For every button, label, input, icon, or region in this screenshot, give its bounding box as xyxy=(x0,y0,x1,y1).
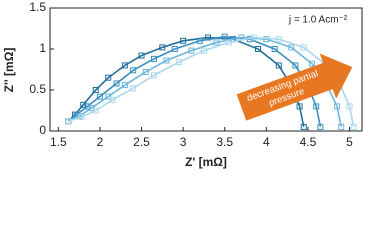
arrow-shape xyxy=(236,53,353,121)
marker xyxy=(121,82,128,89)
marker xyxy=(175,59,182,66)
marker xyxy=(121,62,128,69)
marker xyxy=(200,47,207,54)
marker xyxy=(317,123,324,130)
marker xyxy=(65,118,72,125)
marker xyxy=(221,33,228,40)
marker xyxy=(275,62,282,69)
marker xyxy=(130,85,137,92)
marker xyxy=(159,44,166,51)
annotation: j = 1.0 Acm⁻² xyxy=(288,15,348,26)
marker xyxy=(313,103,320,110)
marker xyxy=(138,52,145,59)
marker xyxy=(225,39,232,46)
fit-line xyxy=(67,36,305,128)
marker xyxy=(105,93,112,100)
marker xyxy=(338,123,345,130)
arrow: decreasing partial pressure xyxy=(236,53,353,121)
x-tick-label: 5 xyxy=(346,135,353,149)
x-tick-label: 1.5 xyxy=(50,135,67,149)
x-tick-label: 4.5 xyxy=(300,135,317,149)
marker xyxy=(300,123,307,130)
x-tick-label: 3.5 xyxy=(216,135,233,149)
marker xyxy=(346,103,353,110)
marker xyxy=(196,37,203,44)
marker xyxy=(109,96,116,103)
marker xyxy=(300,44,307,51)
marker xyxy=(92,107,99,114)
marker xyxy=(163,57,170,64)
marker xyxy=(288,44,295,51)
marker xyxy=(96,93,103,100)
marker xyxy=(213,39,220,46)
y-tick-label: 0.5 xyxy=(29,82,46,96)
marker xyxy=(188,47,195,54)
marker xyxy=(275,36,282,43)
marker xyxy=(309,60,316,67)
marker xyxy=(180,37,187,44)
chart: 1.5 2 2.5 3 3.5 4 4.5 5 0 0.5 1 1.5 Z' [mΩ] Z'' [mΩ… xyxy=(2,0,363,169)
marker xyxy=(78,114,85,121)
marker xyxy=(142,68,149,75)
marker xyxy=(80,101,87,108)
x-tick-label: 2 xyxy=(97,135,104,149)
x-tick-label: 4 xyxy=(263,135,270,149)
marker xyxy=(92,87,99,93)
marker xyxy=(105,74,112,81)
marker xyxy=(113,80,120,87)
marker xyxy=(171,46,178,52)
marker xyxy=(151,55,157,62)
marker xyxy=(350,123,357,130)
page: {"chart_data": {"type": "line", "xlabel"… xyxy=(2,0,363,170)
marker xyxy=(271,46,278,52)
marker xyxy=(255,46,261,52)
marker xyxy=(250,34,257,41)
plot-frame xyxy=(49,7,363,132)
y-tick-label: 1 xyxy=(39,41,46,55)
y-tick-label: 0 xyxy=(39,123,46,137)
marker xyxy=(296,103,303,110)
x-axis-title: Z' [mΩ] xyxy=(185,155,227,169)
marker xyxy=(151,72,157,79)
marker xyxy=(84,103,91,110)
marker xyxy=(334,103,341,110)
x-tick-label: 2.5 xyxy=(133,135,150,149)
x-tick-label: 3 xyxy=(180,135,187,149)
y-axis-title: Z'' [mΩ] xyxy=(2,48,16,93)
marker xyxy=(292,62,299,69)
y-tick-label: 1.5 xyxy=(29,0,46,14)
marker xyxy=(130,67,137,74)
